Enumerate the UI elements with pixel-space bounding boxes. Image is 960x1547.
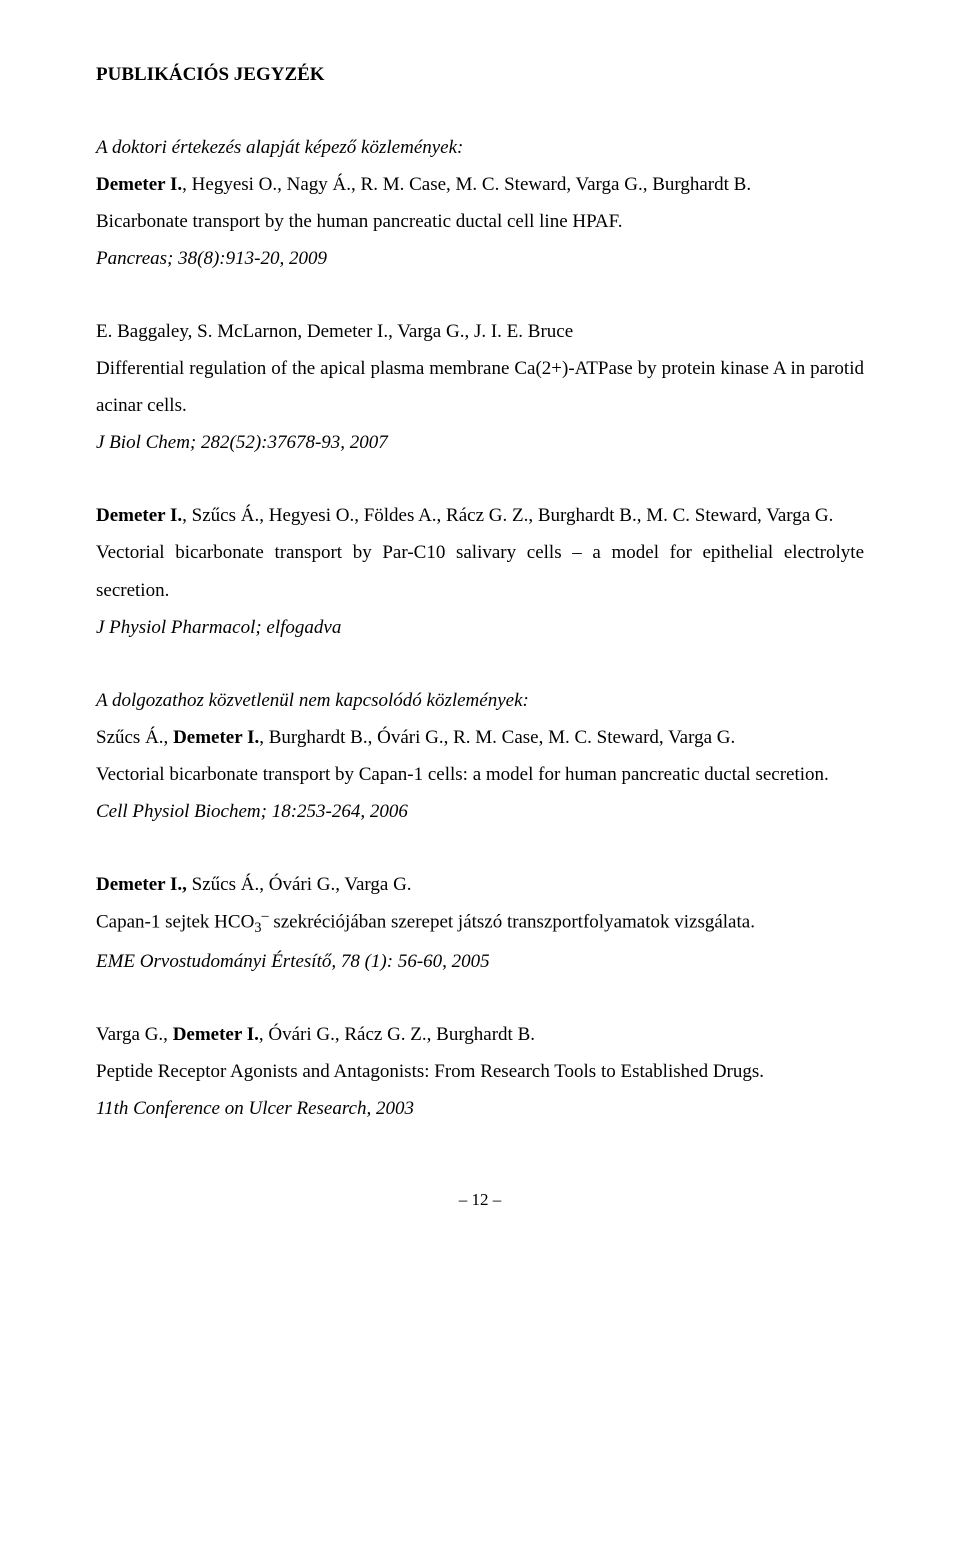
section-heading: PUBLIKÁCIÓS JEGYZÉK [96,56,864,93]
superscript: – [261,908,268,924]
author-bold: Demeter I. [173,727,259,748]
pub-title: Capan-1 sejtek HCO3– szekréciójában szer… [96,903,864,943]
author-rest: , Hegyesi O., Nagy Á., R. M. Case, M. C.… [182,174,751,195]
authors: E. Baggaley, S. McLarnon, Demeter I., Va… [96,313,864,350]
authors: Demeter I., Szűcs Á., Hegyesi O., Földes… [96,497,864,534]
author-rest: , Burghardt B., Óvári G., R. M. Case, M.… [259,727,735,748]
pub-title: Vectorial bicarbonate transport by Par-C… [96,534,864,608]
pub-title: Peptide Receptor Agonists and Antagonist… [96,1053,864,1090]
author-rest: , Szűcs Á., Hegyesi O., Földes A., Rácz … [182,505,833,526]
author-rest: Szűcs Á., Óvári G., Varga G. [187,874,412,895]
pub-citation: J Biol Chem; 282(52):37678-93, 2007 [96,424,864,461]
authors: Varga G., Demeter I., Óvári G., Rácz G. … [96,1016,864,1053]
publication-entry: Demeter I., Szűcs Á., Hegyesi O., Földes… [96,497,864,645]
subsection-2: A dolgozathoz közvetlenül nem kapcsolódó… [96,682,864,719]
pub-title: Differential regulation of the apical pl… [96,350,864,424]
title-pre: Capan-1 sejtek HCO [96,911,254,932]
pub-citation: Pancreas; 38(8):913-20, 2009 [96,240,864,277]
author-bold: Demeter I. [96,174,182,195]
pub-citation: Cell Physiol Biochem; 18:253-264, 2006 [96,793,864,830]
pub-title: Vectorial bicarbonate transport by Capan… [96,756,864,793]
publication-entry: Varga G., Demeter I., Óvári G., Rácz G. … [96,1016,864,1127]
author-pre: Varga G., [96,1024,173,1045]
page-number: – 12 – [96,1183,864,1216]
pub-title: Bicarbonate transport by the human pancr… [96,203,864,240]
author-bold: Demeter I. [96,505,182,526]
pub-citation: 11th Conference on Ulcer Research, 2003 [96,1090,864,1127]
authors: Demeter I., Hegyesi O., Nagy Á., R. M. C… [96,166,864,203]
authors: Szűcs Á., Demeter I., Burghardt B., Óvár… [96,719,864,756]
publication-entry: Szűcs Á., Demeter I., Burghardt B., Óvár… [96,719,864,830]
publication-entry: Demeter I., Hegyesi O., Nagy Á., R. M. C… [96,166,864,277]
subsection-1: A doktori értekezés alapját képező közle… [96,129,864,166]
publication-entry: Demeter I., Szűcs Á., Óvári G., Varga G.… [96,866,864,980]
authors: Demeter I., Szűcs Á., Óvári G., Varga G. [96,866,864,903]
author-bold: Demeter I. [173,1024,259,1045]
author-rest: , Óvári G., Rácz G. Z., Burghardt B. [259,1024,535,1045]
publication-entry: E. Baggaley, S. McLarnon, Demeter I., Va… [96,313,864,461]
pub-citation: EME Orvostudományi Értesítő, 78 (1): 56-… [96,943,864,980]
pub-citation: J Physiol Pharmacol; elfogadva [96,609,864,646]
title-post: szekréciójában szerepet játszó transzpor… [269,911,755,932]
author-pre: Szűcs Á., [96,727,173,748]
author-bold: Demeter I., [96,874,187,895]
